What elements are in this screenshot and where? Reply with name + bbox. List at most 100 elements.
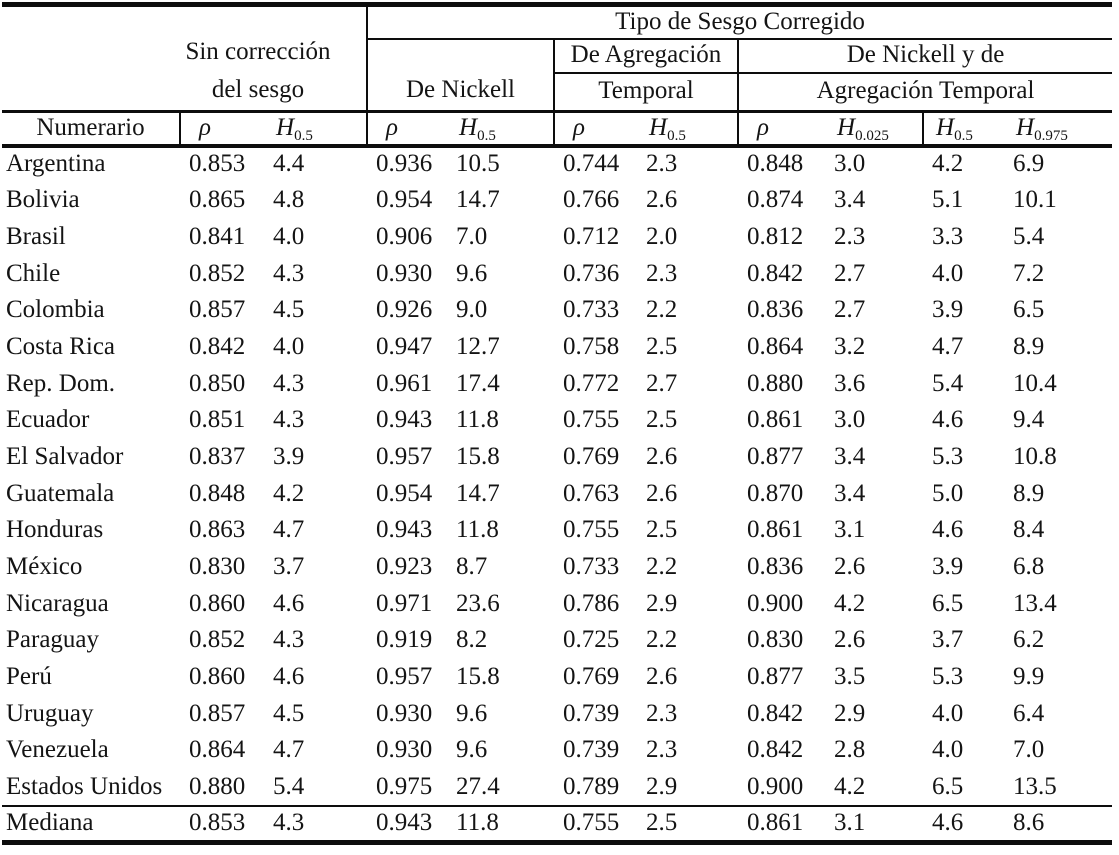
value-cell: 2.6 — [646, 186, 678, 214]
table-row: El Salvador 0.837 3.9 0.957 15.8 0.769 2.6 0.87… — [2, 439, 1112, 476]
column-header-h0975: H0.975 — [1004, 110, 1113, 148]
value-cell: 4.7 — [273, 736, 305, 764]
value-cell: 2.0 — [646, 222, 678, 250]
table-row: Estados Unidos 0.880 5.4 0.975 27.4 0.789 2.9 0… — [2, 769, 1113, 807]
row-label-numerario: Uruguay — [6, 699, 94, 727]
value-cell: 9.6 — [456, 699, 488, 727]
subscript: 0.5 — [477, 127, 496, 144]
value-cell: 2.9 — [834, 699, 866, 727]
row-label-numerario: Ecuador — [6, 406, 90, 434]
value-cell: 9.6 — [456, 736, 488, 764]
value-cell: 4.3 — [273, 406, 305, 434]
value-cell: 3.9 — [932, 296, 964, 324]
value-cell: 0.865 — [189, 186, 246, 214]
value-cell: 0.744 — [563, 150, 620, 178]
value-cell: 0.842 — [189, 332, 246, 360]
group-header-agregacion-temporal: Agregación Temporal — [736, 72, 1113, 112]
value-cell: 0.786 — [563, 589, 620, 617]
value-cell: 2.6 — [834, 553, 866, 581]
value-cell: 0.961 — [376, 369, 433, 397]
table-row: Ecuador 0.851 4.3 0.943 11.8 0.755 2.5 0.861 3.0… — [2, 402, 1112, 439]
value-cell: 0.861 — [747, 406, 804, 434]
value-cell: 4.6 — [932, 406, 964, 434]
value-cell: 0.971 — [376, 589, 433, 617]
blank-corner-cell — [2, 5, 180, 112]
value-cell: 0.842 — [747, 699, 804, 727]
value-cell: 0.766 — [563, 186, 620, 214]
value-cell: 3.4 — [834, 442, 866, 470]
value-cell: 8.7 — [456, 553, 488, 581]
value-cell: 0.736 — [563, 259, 620, 287]
value-cell: 0.919 — [376, 626, 433, 654]
subscript: 0.5 — [294, 127, 313, 144]
value-cell: 4.7 — [273, 516, 305, 544]
value-cell: 5.1 — [932, 186, 964, 214]
value-cell: 0.789 — [554, 769, 637, 807]
value-cell: 0.853 — [189, 150, 246, 178]
table-row: Brasil 0.841 4.0 0.906 7.0 0.712 2.0 0.812 2.3 3.… — [2, 219, 1112, 256]
value-cell: 2.9 — [637, 769, 738, 807]
value-cell: 2.9 — [646, 589, 678, 617]
value-cell: 7.0 — [1013, 736, 1045, 764]
hat-accent: ˆ — [759, 111, 768, 129]
row-label-numerario: Chile — [6, 259, 61, 287]
value-cell: 5.4 — [1013, 222, 1045, 250]
value-cell: 6.4 — [1013, 699, 1045, 727]
value-cell: 10.5 — [456, 150, 500, 178]
value-cell: 8.9 — [1013, 479, 1045, 507]
value-cell: 0.900 — [747, 589, 804, 617]
column-header-h05: H0.5 — [447, 110, 554, 148]
row-label-numerario: Nicaragua — [6, 589, 109, 617]
value-cell: 11.8 — [456, 809, 499, 837]
value-cell: 10.4 — [1013, 369, 1057, 397]
value-cell: 2.6 — [646, 663, 678, 691]
value-cell: 0.739 — [563, 736, 620, 764]
value-cell: 3.9 — [932, 553, 964, 581]
value-cell: 6.5 — [932, 589, 964, 617]
table-row: Perú 0.860 4.6 0.957 15.8 0.769 2.6 0.877 3.5 5.3… — [2, 659, 1112, 696]
value-cell: 0.864 — [747, 332, 804, 360]
value-cell: 4.2 — [273, 479, 305, 507]
value-cell: 9.0 — [456, 296, 488, 324]
table-row: Costa Rica 0.842 4.0 0.947 12.7 0.758 2.5 0.864… — [2, 329, 1112, 366]
value-cell: 0.755 — [563, 406, 620, 434]
value-cell: 4.6 — [273, 663, 305, 691]
value-cell: 0.930 — [376, 699, 433, 727]
value-cell: 3.0 — [834, 406, 866, 434]
value-cell: 0.769 — [563, 442, 620, 470]
value-cell: 0.769 — [563, 663, 620, 691]
value-cell: 0.763 — [563, 479, 620, 507]
value-cell: 3.6 — [834, 369, 866, 397]
value-cell: 8.4 — [1013, 516, 1045, 544]
table-row: Nicaragua 0.860 4.6 0.971 23.6 0.786 2.9 0.900 4… — [2, 586, 1112, 623]
value-cell: 2.5 — [646, 809, 678, 837]
value-cell: 0.850 — [189, 369, 246, 397]
value-cell: 0.848 — [189, 479, 246, 507]
value-cell: 4.8 — [273, 186, 305, 214]
value-cell: 4.2 — [932, 150, 964, 178]
column-header-h05: H0.5 — [264, 110, 367, 148]
table-row: Chile 0.852 4.3 0.930 9.6 0.736 2.3 0.842 2.7 4.0… — [2, 256, 1112, 293]
group-header-line2: del sesgo — [211, 76, 305, 103]
value-cell: 0.923 — [376, 553, 433, 581]
column-header-numerario: Numerario — [2, 110, 180, 148]
value-cell: 3.4 — [834, 186, 866, 214]
row-label-numerario: Estados Unidos — [2, 769, 180, 807]
row-label-numerario: Argentina — [6, 150, 106, 178]
table-body: Argentina 0.853 4.4 0.936 10.5 0.744 2.3 0.848 3… — [2, 146, 1113, 843]
row-label-numerario: Venezuela — [6, 736, 109, 764]
table-row: Uruguay 0.857 4.5 0.930 9.6 0.739 2.3 0.842 2.9 4… — [2, 696, 1112, 733]
value-cell: 0.733 — [563, 296, 620, 324]
hat-accent: ˆ — [575, 111, 584, 129]
group-header-nickell-y-agregacion: De Nickell y de — [736, 38, 1113, 74]
value-cell: 0.954 — [376, 479, 433, 507]
value-cell: 4.0 — [273, 332, 305, 360]
value-cell: 4.3 — [273, 809, 305, 837]
value-cell: 2.3 — [646, 150, 678, 178]
value-cell: 4.5 — [273, 296, 305, 324]
